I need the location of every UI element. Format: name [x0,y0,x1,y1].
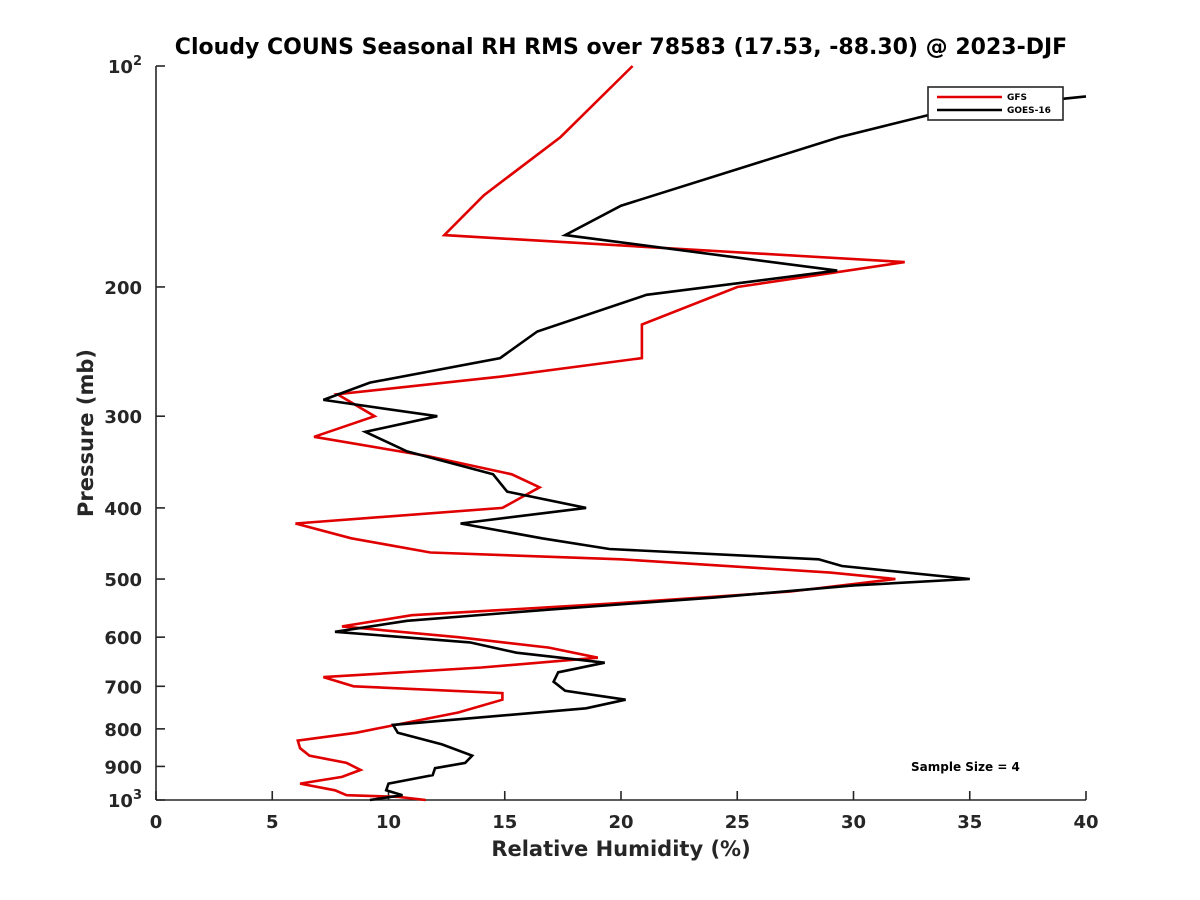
series-lines [295,65,1087,802]
legend-label-gfs: GFS [1007,93,1027,103]
x-ticks: 0 5 10 15 20 25 30 35 40 [150,791,1099,833]
series-line-gfs [295,65,905,802]
x-axis-label: Relative Humidity (%) [491,837,750,861]
y-tick-label: 103 [108,788,142,812]
x-tick-label: 25 [725,812,750,833]
y-tick-label: 800 [104,720,142,741]
x-tick-label: 40 [1073,812,1098,833]
x-tick-label: 10 [376,812,401,833]
x-tick-label: 0 [150,812,163,833]
y-ticks: 102 200 300 400 500 600 700 800 900 103 [104,54,165,812]
x-tick-label: 20 [608,812,633,833]
chart-title: Cloudy COUNS Seasonal RH RMS over 78583 … [175,35,1067,60]
y-tick-label: 500 [104,570,142,591]
legend-label-goes-16: GOES-16 [1007,106,1051,116]
x-tick-label: 15 [492,812,517,833]
x-tick-label: 30 [841,812,866,833]
x-tick-label: 35 [957,812,982,833]
series-line-goes-16 [322,95,1087,802]
y-tick-label: 400 [104,499,142,520]
y-tick-label: 102 [108,54,142,78]
y-tick-label: 900 [104,757,142,778]
x-tick-label: 5 [266,812,279,833]
y-axis-label: Pressure (mb) [74,349,98,517]
y-tick-label: 200 [104,278,142,299]
legend-box [927,86,1064,121]
y-tick-label: 300 [104,407,142,428]
sample-size-annotation: Sample Size = 4 [911,760,1020,774]
y-tick-label: 600 [104,628,142,649]
y-tick-label: 700 [104,677,142,698]
axes [155,66,1086,801]
legend: GFS GOES-16 [927,86,1064,121]
